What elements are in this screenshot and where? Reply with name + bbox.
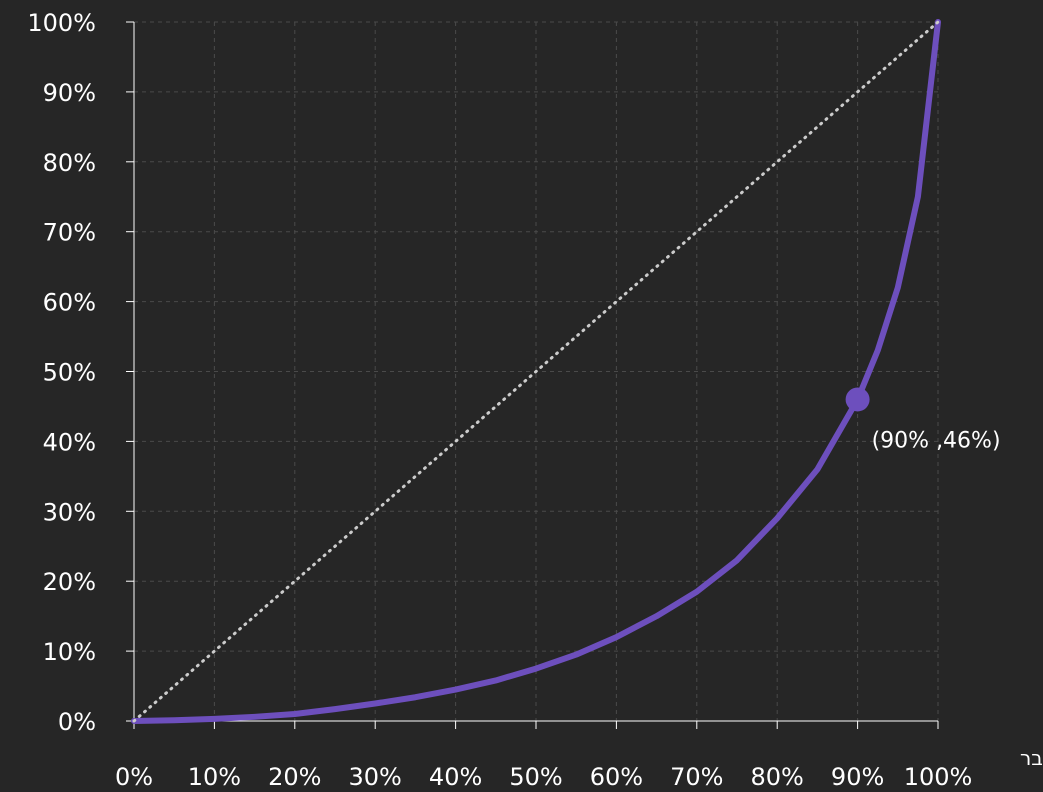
x-tick-label: 0% xyxy=(115,763,153,791)
x-tick-label: 10% xyxy=(188,763,241,791)
x-tick-label: 50% xyxy=(509,763,562,791)
highlight-point-label: (90% ,46%) xyxy=(872,428,1001,453)
y-tick-label: 100% xyxy=(27,9,96,37)
lorenz-curve-line xyxy=(131,19,941,724)
x-tick-label: 80% xyxy=(751,763,804,791)
axes xyxy=(126,21,939,729)
y-tick-label: 60% xyxy=(43,289,96,317)
y-tick-label: 10% xyxy=(43,638,96,666)
y-tick-label: 0% xyxy=(58,708,96,736)
series xyxy=(131,19,941,724)
annotations: (90% ,46%) xyxy=(845,387,1001,453)
y-tick-label: 50% xyxy=(43,359,96,387)
equality-line xyxy=(132,20,940,723)
tick-labels: 0% 10% 20% 30% 40% 50% 60% 70% 80% 90% 100% 0% 10% 20… xyxy=(27,9,972,791)
x-tick-label: 60% xyxy=(590,763,643,791)
x-tick-label: 70% xyxy=(670,763,723,791)
x-tick-label: 30% xyxy=(349,763,402,791)
x-tick-label: 90% xyxy=(831,763,884,791)
x-tick-label: 100% xyxy=(904,763,973,791)
highlight-point xyxy=(845,387,870,412)
x-tick-label: 40% xyxy=(429,763,482,791)
y-tick-label: 70% xyxy=(43,219,96,247)
x-tick-label: 20% xyxy=(268,763,321,791)
y-tick-label: 30% xyxy=(43,498,96,526)
y-tick-label: 20% xyxy=(43,568,96,596)
y-tick-label: 90% xyxy=(43,79,96,107)
x-axis-title: בר xyxy=(1020,746,1043,770)
y-tick-label: 80% xyxy=(43,149,96,177)
y-tick-label: 40% xyxy=(43,428,96,456)
